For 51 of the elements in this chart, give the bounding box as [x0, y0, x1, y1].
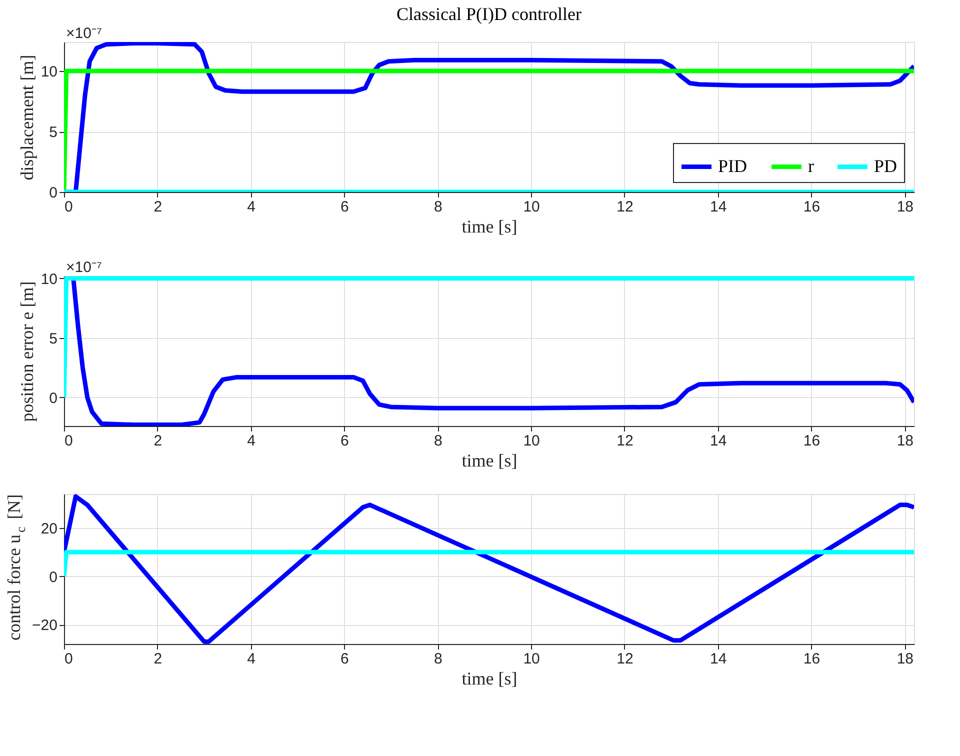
- x-tick-label: 4: [247, 432, 256, 450]
- x-tick-label: 2: [154, 650, 162, 668]
- x-tick-label: 14: [710, 650, 727, 668]
- x-tick-label: 0: [64, 198, 73, 216]
- x-tick-label: 2: [154, 198, 162, 216]
- x-tick-label: 16: [803, 432, 820, 450]
- x-tick-label: 18: [896, 650, 914, 668]
- x-tick-label: 2: [154, 432, 162, 450]
- y-tick-label: 5: [49, 124, 58, 142]
- y-tick-label: 0: [49, 390, 58, 407]
- x-tick-label: 12: [616, 198, 634, 216]
- x-tick-label: 12: [616, 650, 634, 668]
- legend-label: PD: [874, 156, 898, 176]
- x-tick-label: 8: [434, 198, 442, 216]
- y-axis-title: position error e [m]: [16, 281, 37, 422]
- legend-label: PID: [718, 156, 748, 176]
- x-tick-label: 8: [434, 650, 442, 668]
- y-axis-title: control force uc [N]: [4, 494, 28, 640]
- x-axis-title: time [s]: [462, 668, 518, 688]
- y-tick-label: 10: [40, 270, 58, 288]
- x-tick-label: 10: [523, 650, 540, 668]
- x-tick-label: 12: [616, 432, 634, 450]
- x-tick-label: 18: [896, 432, 914, 450]
- y-tick-label: 0: [49, 184, 58, 202]
- x-tick-label: 6: [340, 650, 349, 668]
- x-tick-label: 16: [803, 198, 820, 216]
- x-tick-label: 10: [523, 432, 540, 450]
- legend-label: r: [808, 156, 814, 176]
- text: ×10⁻⁷: [66, 25, 102, 42]
- x-axis-title: time [s]: [462, 450, 518, 470]
- y-tick-label: 5: [49, 330, 58, 348]
- x-tick-label: 6: [340, 432, 349, 450]
- x-tick-label: 4: [247, 198, 256, 216]
- x-tick-label: 4: [247, 650, 256, 668]
- x-tick-label: 18: [896, 198, 914, 216]
- y-tick-label: 0: [49, 568, 58, 586]
- x-tick-label: 10: [523, 198, 540, 216]
- x-tick-label: 0: [64, 432, 73, 450]
- chart-title: Classical P(I)D controller: [396, 4, 582, 24]
- y-tick-label: 10: [40, 64, 58, 81]
- x-tick-label: 14: [710, 432, 727, 450]
- y-tick-label: 20: [40, 520, 58, 538]
- x-axis-title: time [s]: [462, 216, 518, 236]
- x-tick-label: 8: [434, 432, 442, 450]
- y-tick-label: −20: [32, 617, 58, 634]
- x-tick-label: 0: [64, 650, 73, 668]
- x-tick-label: 14: [710, 198, 727, 216]
- text: ×10⁻⁷: [66, 259, 102, 276]
- y-axis-title: displacement [m]: [16, 54, 37, 180]
- x-tick-label: 6: [340, 198, 349, 216]
- x-tick-label: 16: [803, 650, 820, 668]
